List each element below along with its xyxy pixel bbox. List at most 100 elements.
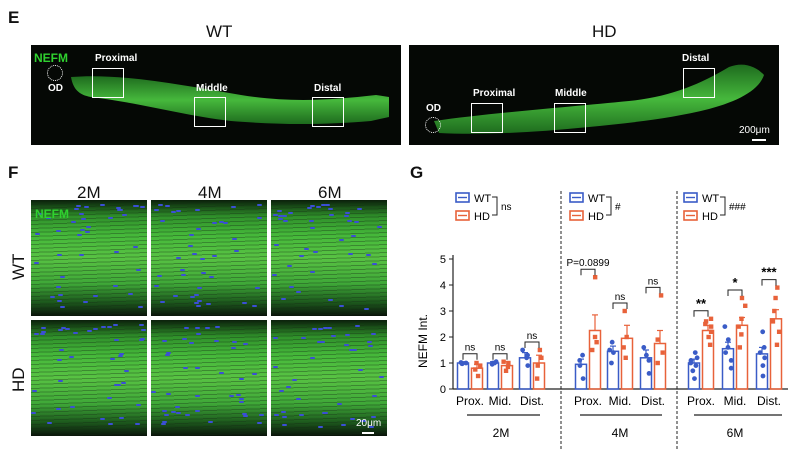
nucleus-mark [357,369,363,372]
sig-label: ns [615,292,626,303]
nucleus-mark [219,220,225,223]
sig-bracket [761,279,777,286]
bar-hd [588,329,602,390]
nucleus-mark [344,211,350,214]
nucleus-mark [189,296,195,299]
point-hd [774,342,780,347]
nucleus-mark [181,273,187,276]
nucleus-mark [185,413,191,416]
age-label: 6M [727,426,744,440]
nucleus-mark [113,285,119,288]
nucleus-mark [58,349,64,352]
bar-hd [769,318,783,390]
nucleus-mark [288,212,294,215]
nucleus-mark [371,394,377,397]
y-tick-label: 1 [440,358,446,370]
nucleus-mark [82,301,88,304]
nucleus-mark [176,257,182,260]
nucleus-mark [232,237,238,240]
point-wt [609,339,615,345]
panel-f-age-4m: 4M [198,183,222,202]
panel-g-letter: G [410,163,424,182]
point-hd [739,295,745,301]
nucleus-mark [41,326,47,329]
nucleus-mark [319,341,325,344]
nucleus-mark [281,215,287,218]
nucleus-mark [280,411,286,414]
nucleus-mark [161,409,167,412]
nucleus-mark [80,217,86,220]
y-tick-label: 3 [440,306,446,318]
legend-stat-2m: ns [501,202,512,213]
nucleus-mark [56,286,62,289]
nucleus-mark [108,422,114,425]
point-wt [692,376,697,381]
panel-e-wt-image: NEFM OD Proximal Middle Distal [31,45,401,145]
wt-nerve-shape [71,76,389,124]
point-hd [776,329,782,334]
point-hd [703,319,709,324]
point-wt [607,347,613,353]
nucleus-mark [176,412,181,415]
point-hd [505,364,511,370]
nucleus-mark [310,271,316,274]
nucleus-mark [273,414,279,417]
legend-hd-swatch-6m [683,210,698,221]
nucleus-mark [137,305,143,308]
point-hd [623,355,628,360]
nucleus-mark [207,420,213,423]
point-hd [739,332,744,337]
y-axis-label: NEFM Int. [416,314,430,368]
wt-middle-label: Middle [196,83,228,94]
point-wt [692,350,698,355]
nucleus-mark [68,355,74,358]
point-hd [506,360,511,366]
point-hd [703,321,708,327]
point-hd [503,368,509,373]
sig-label: *** [761,265,777,280]
nucleus-mark [228,395,234,398]
nucleus-mark [378,376,384,379]
panel-g-chart: WT HD ns WT HD # WT HD ### NEFM Int. 0 1 2… [416,191,788,449]
nucleus-mark [273,336,279,339]
nucleus-mark [171,410,177,413]
nucleus-mark [40,330,46,333]
nucleus-mark [180,268,186,271]
nucleus-mark [83,205,89,208]
nucleus-mark [345,333,351,336]
nucleus-mark [201,271,207,274]
bar-wt [518,357,532,390]
point-wt [646,371,652,376]
nucleus-mark [348,252,354,255]
nucleus-mark [324,204,330,206]
nucleus-mark [251,304,257,307]
nucleus-mark [117,209,123,212]
point-hd [772,308,777,314]
nucleus-mark [113,324,119,327]
point-hd [655,337,660,342]
nucleus-mark [327,299,333,302]
nucleus-mark [79,212,85,215]
point-hd [739,316,744,321]
nucleus-mark [366,254,372,257]
nucleus-mark [157,204,163,207]
point-wt [611,350,616,355]
point-wt [728,358,734,363]
nucleus-mark [194,327,200,330]
nucleus-mark [123,370,129,373]
point-hd [590,347,595,353]
point-hd [737,345,743,350]
nucleus-mark [106,325,112,328]
nucleus-mark [281,424,287,427]
nucleus-mark [282,415,288,418]
legend-wt-text-2m: WT [474,193,491,205]
nucleus-mark [113,338,119,341]
fiber-texture [271,320,387,436]
point-hd [773,295,778,301]
nucleus-mark [165,352,171,355]
nucleus-mark [274,244,280,247]
wt-middle-box [194,97,226,127]
nucleus-mark [140,329,146,332]
nucleus-mark [183,326,189,329]
nucleus-mark [86,329,92,332]
